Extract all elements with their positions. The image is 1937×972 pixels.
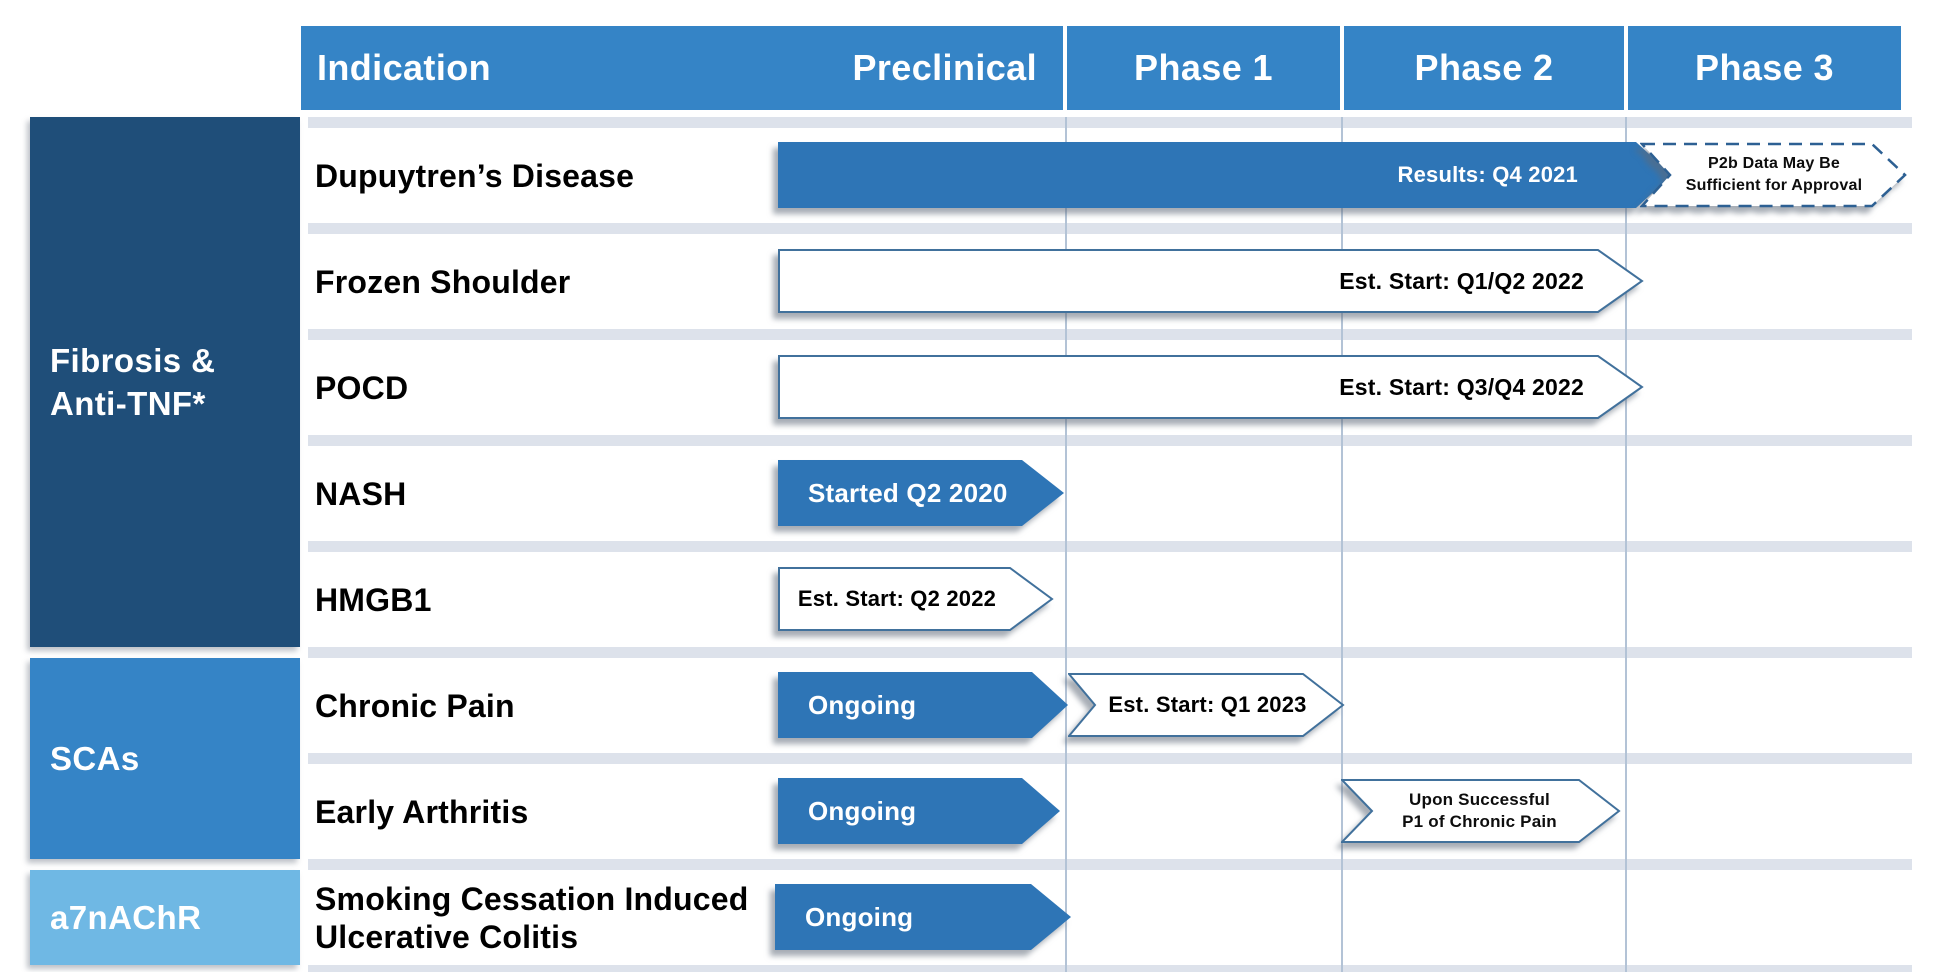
bar-pocd-label: Est. Start: Q3/Q4 2022: [1339, 373, 1584, 400]
bar-dupuytrens-label: Results: Q4 2021: [1397, 162, 1578, 187]
group-a7nachr-label: a7nAChR: [50, 899, 202, 936]
col-header-phase3: Phase 3: [1628, 26, 1901, 110]
col-header-phase1-label: Phase 1: [1134, 47, 1273, 88]
indication-nash: NASH: [315, 475, 407, 512]
group-fibrosis-label-line2: Anti-TNF*: [50, 385, 206, 422]
group-fibrosis-label-line1: Fibrosis &: [50, 342, 216, 379]
col-header-phase2: Phase 2: [1344, 26, 1624, 110]
row-bg-smoking-cessation: [308, 870, 1912, 965]
col-header-phase2-label: Phase 2: [1414, 47, 1554, 88]
gridline-preclinical-phase1: [1065, 117, 1067, 972]
group-fibrosis-anti-tnf: Fibrosis & Anti-TNF*: [30, 117, 300, 647]
white-chevron-shape: [1068, 673, 1345, 737]
indication-hmgb1: HMGB1: [315, 581, 432, 618]
white-chevron-shape: [1341, 779, 1621, 843]
note-dupuytrens-arrow: [1640, 142, 1908, 208]
dashed-arrow-shape: [1640, 142, 1907, 208]
row-bg-nash: [308, 446, 1912, 541]
bar-hmgb1-label: Est. Start: Q2 2022: [797, 586, 997, 611]
indication-frozen-shoulder: Frozen Shoulder: [315, 263, 571, 300]
bar-dupuytrens-progress: [778, 142, 1672, 208]
row-bg-hmgb1: [308, 552, 1912, 647]
bar-early-arthritis-label: Ongoing: [808, 795, 917, 826]
col-header-indication: Indication: [317, 47, 491, 88]
group-scas-label: SCAs: [50, 740, 140, 777]
indication-dupuytrens: Dupuytren’s Disease: [315, 157, 635, 194]
col-header-preclinical: Preclinical: [852, 47, 1037, 88]
indication-chronic-pain: Chronic Pain: [315, 687, 515, 724]
indication-early-arthritis: Early Arthritis: [315, 793, 529, 830]
bar-frozen-shoulder-planned: [778, 248, 1644, 314]
bar-pocd-planned: [778, 354, 1644, 420]
gridline-phase2-phase3: [1625, 117, 1627, 972]
bar-chronic-pain-progress: [778, 672, 1068, 738]
note-dupuytrens-label: P2b Data May Be Sufficient for Approval: [1685, 155, 1863, 194]
white-arrow-shape: [778, 355, 1644, 419]
bar-smoking-cessation-progress: [775, 884, 1071, 950]
bar-early-arthritis-progress: [778, 778, 1060, 844]
bar-nash-progress: [778, 460, 1064, 526]
note-early-arthritis-arrow: [1341, 778, 1621, 844]
note-early-arthritis-label: Upon Successful P1 of Chronic Pain: [1402, 790, 1557, 831]
bar-chronic-pain-label: Ongoing: [808, 689, 917, 720]
gridline-phase1-phase2: [1341, 117, 1343, 972]
bar-hmgb1-planned: [778, 566, 1054, 632]
white-arrow-shape: [778, 567, 1054, 631]
bar-smoking-cessation-label: Ongoing: [805, 901, 914, 932]
bar-frozen-shoulder-label: Est. Start: Q1/Q2 2022: [1339, 267, 1584, 294]
row-bg-early-arthritis: [308, 764, 1912, 859]
col-header-phase1: Phase 1: [1067, 26, 1340, 110]
bar-chronic-pain-phase1-planned: [1068, 672, 1345, 738]
header-indication-preclinical-cell: Indication Preclinical: [301, 26, 1063, 110]
indication-pocd: POCD: [315, 369, 409, 406]
col-header-phase3-label: Phase 3: [1695, 47, 1834, 88]
bar-nash-label: Started Q2 2020: [808, 477, 1008, 508]
group-scas: SCAs: [30, 658, 300, 859]
indication-smoking-cessation: Smoking Cessation Induced Ulcerative Col…: [315, 880, 749, 955]
group-a7nachr: a7nAChR: [30, 870, 300, 965]
white-arrow-shape: [778, 249, 1644, 313]
bar-chronic-pain-phase1-label: Est. Start: Q1 2023: [1108, 692, 1307, 717]
